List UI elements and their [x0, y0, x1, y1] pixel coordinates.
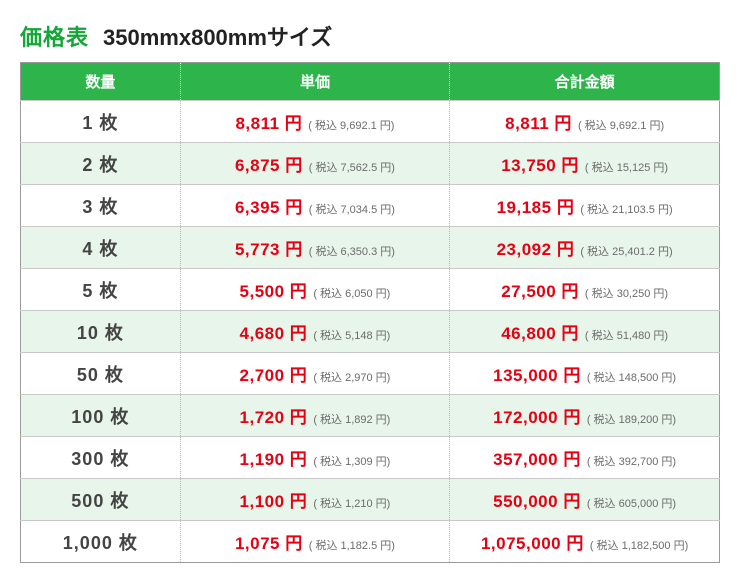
qty-cell: 100 枚 — [21, 395, 181, 437]
unit-cell: 5,773 円 ( 税込 6,350.3 円) — [180, 227, 450, 269]
total-tax: ( 税込 25,401.2 円) — [580, 243, 672, 259]
unit-cell: 1,075 円 ( 税込 1,182.5 円) — [180, 521, 450, 563]
header-qty: 数量 — [21, 63, 181, 101]
total-cell: 19,185 円 ( 税込 21,103.5 円) — [450, 185, 720, 227]
total-cell: 550,000 円 ( 税込 605,000 円) — [450, 479, 720, 521]
total-cell: 8,811 円 ( 税込 9,692.1 円) — [450, 101, 720, 143]
unit-tax: ( 税込 6,050 円) — [313, 285, 390, 301]
qty-cell: 10 枚 — [21, 311, 181, 353]
unit-cell: 1,190 円 ( 税込 1,309 円) — [180, 437, 450, 479]
unit-price: 8,811 円 — [235, 109, 302, 134]
total-price: 19,185 円 — [497, 193, 575, 218]
unit-price: 1,720 円 — [240, 403, 308, 428]
qty-cell: 3 枚 — [21, 185, 181, 227]
total-cell: 27,500 円 ( 税込 30,250 円) — [450, 269, 720, 311]
qty-cell: 1 枚 — [21, 101, 181, 143]
total-tax: ( 税込 15,125 円) — [585, 159, 668, 175]
total-tax: ( 税込 189,200 円) — [587, 411, 676, 427]
header-total: 合計金額 — [450, 63, 720, 101]
total-price: 46,800 円 — [501, 319, 579, 344]
title-row: 価格表 350mmx800mmサイズ — [20, 20, 720, 52]
total-price: 8,811 円 — [505, 109, 572, 134]
table-row: 4 枚 5,773 円 ( 税込 6,350.3 円) 23,092 円 ( 税込 25… — [21, 227, 720, 269]
table-row: 1 枚 8,811 円 ( 税込 9,692.1 円) 8,811 円 ( 税込 9,6… — [21, 101, 720, 143]
unit-tax: ( 税込 1,210 円) — [313, 495, 390, 511]
qty-cell: 4 枚 — [21, 227, 181, 269]
total-price: 23,092 円 — [497, 235, 575, 260]
total-price: 1,075,000 円 — [481, 529, 584, 554]
title-label: 価格表 — [20, 20, 89, 52]
total-tax: ( 税込 30,250 円) — [585, 285, 668, 301]
total-cell: 23,092 円 ( 税込 25,401.2 円) — [450, 227, 720, 269]
total-price: 172,000 円 — [493, 403, 581, 428]
total-price: 27,500 円 — [501, 277, 579, 302]
unit-price: 1,075 円 — [235, 529, 303, 554]
table-row: 10 枚 4,680 円 ( 税込 5,148 円) 46,800 円 ( 税込 51,… — [21, 311, 720, 353]
total-tax: ( 税込 1,182,500 円) — [590, 537, 688, 553]
total-price: 13,750 円 — [501, 151, 579, 176]
total-price: 135,000 円 — [493, 361, 581, 386]
unit-cell: 8,811 円 ( 税込 9,692.1 円) — [180, 101, 450, 143]
unit-cell: 1,100 円 ( 税込 1,210 円) — [180, 479, 450, 521]
unit-cell: 6,875 円 ( 税込 7,562.5 円) — [180, 143, 450, 185]
table-row: 100 枚 1,720 円 ( 税込 1,892 円) 172,000 円 ( 税込 1… — [21, 395, 720, 437]
unit-cell: 4,680 円 ( 税込 5,148 円) — [180, 311, 450, 353]
header-unit: 単価 — [180, 63, 450, 101]
unit-price: 4,680 円 — [240, 319, 308, 344]
total-tax: ( 税込 9,692.1 円) — [578, 117, 664, 133]
table-row: 50 枚 2,700 円 ( 税込 2,970 円) 135,000 円 ( 税込 14… — [21, 353, 720, 395]
unit-cell: 1,720 円 ( 税込 1,892 円) — [180, 395, 450, 437]
table-row: 500 枚 1,100 円 ( 税込 1,210 円) 550,000 円 ( 税込 6… — [21, 479, 720, 521]
total-tax: ( 税込 392,700 円) — [587, 453, 676, 469]
unit-tax: ( 税込 2,970 円) — [313, 369, 390, 385]
unit-price: 6,875 円 — [235, 151, 303, 176]
unit-price: 5,773 円 — [235, 235, 303, 260]
unit-tax: ( 税込 5,148 円) — [313, 327, 390, 343]
qty-cell: 5 枚 — [21, 269, 181, 311]
title-size: 350mmx800mmサイズ — [103, 20, 332, 52]
unit-tax: ( 税込 1,309 円) — [313, 453, 390, 469]
unit-tax: ( 税込 1,182.5 円) — [309, 537, 395, 553]
total-cell: 135,000 円 ( 税込 148,500 円) — [450, 353, 720, 395]
unit-tax: ( 税込 1,892 円) — [313, 411, 390, 427]
unit-tax: ( 税込 7,034.5 円) — [309, 201, 395, 217]
total-price: 550,000 円 — [493, 487, 581, 512]
unit-price: 2,700 円 — [240, 361, 308, 386]
total-cell: 1,075,000 円 ( 税込 1,182,500 円) — [450, 521, 720, 563]
header-row: 数量 単価 合計金額 — [21, 63, 720, 101]
total-tax: ( 税込 605,000 円) — [587, 495, 676, 511]
total-cell: 13,750 円 ( 税込 15,125 円) — [450, 143, 720, 185]
price-table: 数量 単価 合計金額 1 枚8,811 円( 税込 9,692.1 円)8,81… — [20, 62, 720, 563]
total-tax: ( 税込 51,480 円) — [585, 327, 668, 343]
unit-price: 6,395 円 — [235, 193, 303, 218]
table-row: 300 枚 1,190 円 ( 税込 1,309 円) 357,000 円 ( 税込 3… — [21, 437, 720, 479]
unit-price: 1,100 円 — [240, 487, 308, 512]
unit-cell: 5,500 円 ( 税込 6,050 円) — [180, 269, 450, 311]
total-price: 357,000 円 — [493, 445, 581, 470]
qty-cell: 50 枚 — [21, 353, 181, 395]
table-row: 1,000 枚 1,075 円 ( 税込 1,182.5 円) 1,075,000 円… — [21, 521, 720, 563]
total-cell: 46,800 円 ( 税込 51,480 円) — [450, 311, 720, 353]
unit-price: 5,500 円 — [240, 277, 308, 302]
total-tax: ( 税込 148,500 円) — [587, 369, 676, 385]
total-cell: 357,000 円 ( 税込 392,700 円) — [450, 437, 720, 479]
unit-tax: ( 税込 9,692.1 円) — [308, 117, 394, 133]
total-tax: ( 税込 21,103.5 円) — [580, 201, 672, 217]
table-row: 5 枚 5,500 円 ( 税込 6,050 円) 27,500 円 ( 税込 30,2… — [21, 269, 720, 311]
unit-tax: ( 税込 7,562.5 円) — [309, 159, 395, 175]
qty-cell: 2 枚 — [21, 143, 181, 185]
qty-cell: 500 枚 — [21, 479, 181, 521]
table-row: 2 枚 6,875 円 ( 税込 7,562.5 円) 13,750 円 ( 税込 15… — [21, 143, 720, 185]
table-row: 3 枚 6,395 円 ( 税込 7,034.5 円) 19,185 円 ( 税込 21… — [21, 185, 720, 227]
qty-cell: 1,000 枚 — [21, 521, 181, 563]
unit-tax: ( 税込 6,350.3 円) — [309, 243, 395, 259]
unit-cell: 2,700 円 ( 税込 2,970 円) — [180, 353, 450, 395]
unit-price: 1,190 円 — [240, 445, 308, 470]
total-cell: 172,000 円 ( 税込 189,200 円) — [450, 395, 720, 437]
qty-cell: 300 枚 — [21, 437, 181, 479]
unit-cell: 6,395 円 ( 税込 7,034.5 円) — [180, 185, 450, 227]
